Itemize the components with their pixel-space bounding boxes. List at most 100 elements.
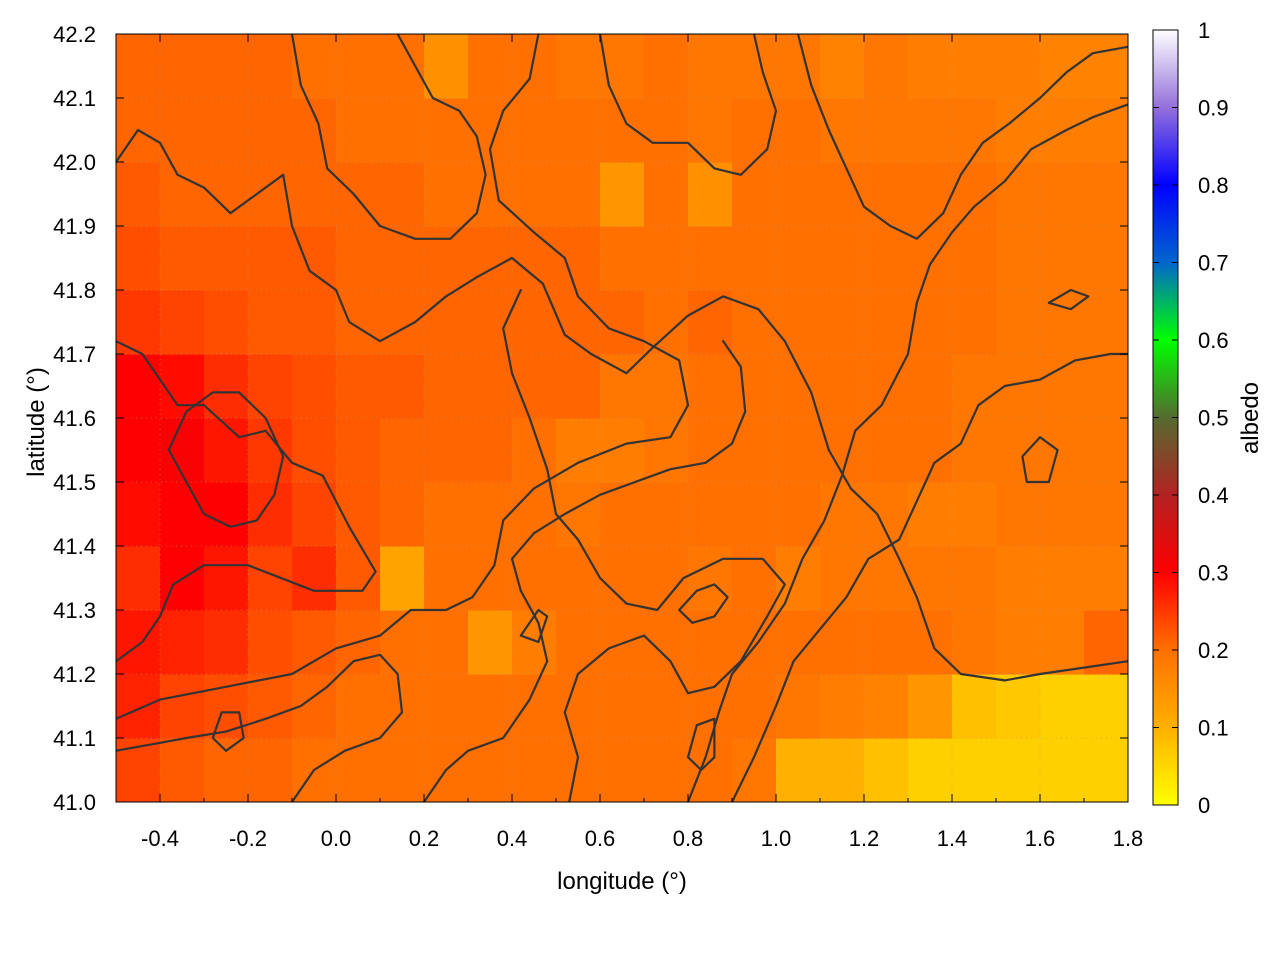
heatmap-cell [996,226,1041,291]
heatmap-cell [1084,290,1128,355]
heatmap-cell [116,546,161,611]
heatmap-cell [336,290,381,355]
heatmap-cell [424,418,469,483]
heatmap-cell [688,418,733,483]
heatmap-cell [1040,162,1085,227]
y-tick-label: 41.6 [53,406,96,431]
heatmap-cell [644,674,689,739]
colorbar-tick-label: 0.8 [1198,173,1229,198]
heatmap-cell [996,674,1041,739]
heatmap-cell [1084,34,1128,99]
heatmap-cell [996,482,1041,547]
heatmap-cell [292,546,337,611]
heatmap-cell [820,674,865,739]
x-tick-label: -0.2 [229,826,267,851]
heatmap-cell [336,226,381,291]
heatmap-cell [1040,546,1085,611]
heatmap-cell [820,290,865,355]
x-axis-title: longitude (°) [557,868,687,895]
heatmap-cell [864,738,909,802]
heatmap-cell [688,354,733,419]
heatmap-cell [248,610,293,675]
heatmap-cell [820,34,865,99]
heatmap-cell [864,610,909,675]
heatmap-cell [248,290,293,355]
heatmap-cell [248,482,293,547]
heatmap-cell [468,418,513,483]
heatmap-cell [688,162,733,227]
heatmap-cell [996,290,1041,355]
heatmap-cell [776,482,821,547]
heatmap-cell [204,418,249,483]
heatmap-cell [688,738,733,802]
heatmap-cell [336,34,381,99]
heatmap-cell [424,546,469,611]
heatmap-cell [116,482,161,547]
heatmap-cell [336,162,381,227]
y-axis-ticks: 41.0 41.1 41.2 41.3 41.4 41.5 41.6 41.7 41.8 41.9… [53,22,1128,815]
heatmap-cell [116,354,161,419]
heatmap-cell [952,610,997,675]
x-tick-label: 0.4 [497,826,528,851]
heatmap-cell [1084,418,1128,483]
heatmap-cell [556,162,601,227]
heatmap-cell [468,354,513,419]
heatmap-cell [776,418,821,483]
heatmap-cell [732,674,777,739]
heatmap-cell [468,162,513,227]
heatmap-cell [116,418,161,483]
heatmap-cell [424,34,469,99]
heatmap-cell [864,674,909,739]
heatmap-cell [600,98,645,163]
heatmap-cell [336,674,381,739]
heatmap-cell [556,674,601,739]
heatmap-cell [908,226,953,291]
heatmap-cell [1040,418,1085,483]
y-tick-label: 41.2 [53,662,96,687]
heatmap-cell [1084,162,1128,227]
heatmap-cell [600,34,645,99]
heatmap-cell [776,34,821,99]
heatmap-cell [512,34,557,99]
heatmap-cell [1040,34,1085,99]
contour-line [116,128,1128,682]
contour-line [796,34,1128,240]
heatmap-cell [512,418,557,483]
y-tick-label: 41.4 [53,534,96,559]
heatmap-cell [688,610,733,675]
heatmap-cell [160,354,205,419]
heatmap-cell [952,354,997,419]
heatmap-cell [424,98,469,163]
heatmap-cell [248,98,293,163]
heatmap-cell [864,34,909,99]
heatmap-cell [380,162,425,227]
heatmap-cell [160,738,205,802]
x-tick-label: 1.0 [761,826,792,851]
heatmap-cell [160,98,205,163]
heatmap-cell [248,34,293,99]
heatmap-cell [732,34,777,99]
contour-line [116,34,690,720]
heatmap-cell [776,354,821,419]
heatmap-cell [204,738,249,802]
colorbar-tick-label: 0.7 [1198,251,1229,276]
heatmap-cell [732,418,777,483]
heatmap-cell [336,98,381,163]
heatmap-cell [556,354,601,419]
heatmap-cell [1040,290,1085,355]
heatmap-cell [600,674,645,739]
heatmap-cell [512,738,557,802]
heatmap-cell [820,738,865,802]
heatmap-cell [732,226,777,291]
heatmap-cell [776,226,821,291]
heatmap-cell [1040,226,1085,291]
heatmap-cell [820,98,865,163]
heatmap-cell [424,162,469,227]
heatmap-cell [468,674,513,739]
heatmap-cell [864,162,909,227]
heatmap-cell [248,674,293,739]
x-tick-label: 0.8 [673,826,704,851]
heatmap-cell [952,546,997,611]
heatmap-cell [116,162,161,227]
contour-layer [116,34,1128,802]
